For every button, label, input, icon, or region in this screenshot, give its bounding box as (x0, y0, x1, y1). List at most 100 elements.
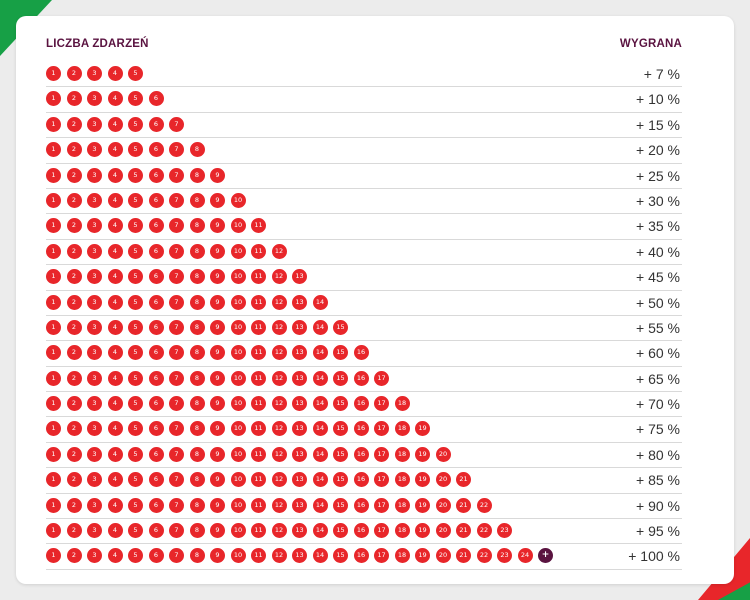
event-ball: 10 (230, 472, 246, 488)
event-ball: 6 (148, 319, 164, 335)
event-ball: 1 (46, 421, 61, 437)
event-ball: 16 (353, 396, 369, 412)
event-ball: 5 (128, 243, 143, 259)
event-ball: 5 (128, 396, 143, 412)
win-value: + 55 % (636, 319, 680, 336)
event-ball: 18 (394, 497, 410, 513)
event-ball: 4 (107, 91, 123, 107)
event-ball: 7 (169, 319, 184, 335)
event-ball: 6 (148, 167, 164, 183)
event-ball: 6 (148, 269, 164, 285)
event-ball: 3 (87, 497, 102, 513)
event-ball: 5 (128, 472, 143, 488)
win-value: + 75 % (636, 421, 680, 438)
event-ball: 3 (87, 370, 102, 386)
event-ball: 4 (107, 370, 123, 386)
event-ball: 14 (312, 548, 328, 564)
event-ball: 10 (230, 548, 246, 564)
event-ball: 6 (148, 548, 164, 564)
event-ball: 2 (66, 319, 82, 335)
event-ball: 10 (230, 523, 246, 539)
event-ball: 9 (210, 523, 225, 539)
win-value: + 65 % (636, 370, 680, 387)
event-ball: 7 (169, 345, 184, 361)
event-ball: 1 (46, 269, 61, 285)
event-ball: 3 (87, 396, 102, 412)
event-ball: 8 (189, 319, 205, 335)
event-ball: 17 (374, 548, 389, 564)
event-ball: 8 (189, 548, 205, 564)
event-ball: 6 (148, 472, 164, 488)
event-ball: 5 (128, 319, 143, 335)
event-ball: 8 (189, 243, 205, 259)
event-ball: 4 (107, 269, 123, 285)
event-ball: 4 (107, 294, 123, 310)
event-ball: 11 (251, 446, 266, 462)
event-ball: 5 (128, 548, 143, 564)
event-ball: 20 (435, 446, 451, 462)
table-row: 1 2 3 4 5 6 7 8 9 10 11 12 13 14 15 16 17 18 19 20 21 22 23 24 +… (46, 544, 682, 570)
event-ball: 13 (292, 294, 307, 310)
event-ball: 10 (230, 446, 246, 462)
event-ball: 16 (353, 345, 369, 361)
event-ball: 10 (230, 192, 246, 208)
event-ball: 2 (66, 421, 82, 437)
event-ball: 13 (292, 269, 307, 285)
event-ball: 9 (210, 446, 225, 462)
event-ball: 16 (353, 548, 369, 564)
event-ball: 6 (148, 243, 164, 259)
event-ball: 1 (46, 243, 61, 259)
event-ball: 7 (169, 497, 184, 513)
event-ball: 21 (456, 472, 471, 488)
event-ball: 3 (87, 523, 102, 539)
event-ball: 13 (292, 472, 307, 488)
event-balls: 1 2 3 4 5 6 7 8 9 10 11 12 13 14 15 16 17 18 19 20 21 (46, 472, 471, 488)
table-row: 1 2 3 4 5 6 7 8 9 10 11 12 13 14 15 16 17 18 19 + 75 % (46, 417, 682, 443)
event-ball: 1 (46, 66, 61, 81)
event-ball: 4 (107, 192, 123, 208)
event-ball: 19 (415, 548, 430, 564)
table-row: 1 2 3 4 5 6 7 8 9 10 11 12 13 14 15 16 17 18 19 20 21 22 23 + 9… (46, 519, 682, 545)
event-ball: 11 (251, 319, 266, 335)
event-ball: 5 (128, 269, 143, 285)
win-value: + 95 % (636, 523, 680, 540)
event-ball: 2 (66, 472, 82, 488)
event-ball: 19 (415, 472, 430, 488)
event-ball: 2 (66, 370, 82, 386)
event-ball: 4 (107, 472, 123, 488)
event-ball: 11 (251, 269, 266, 285)
event-ball: 6 (148, 218, 164, 234)
event-ball: 8 (189, 192, 205, 208)
event-ball: 11 (251, 243, 266, 259)
event-ball: 5 (128, 294, 143, 310)
event-ball: 16 (353, 523, 369, 539)
event-ball: 14 (312, 319, 328, 335)
event-balls: 1 2 3 4 5 6 7 8 9 10 11 12 13 14 15 (46, 319, 348, 335)
event-ball: 21 (456, 548, 471, 564)
event-ball: 14 (312, 421, 328, 437)
event-ball: 11 (251, 345, 266, 361)
event-ball: 13 (292, 396, 307, 412)
event-ball: 3 (87, 345, 102, 361)
event-ball: 15 (333, 446, 348, 462)
event-ball: 15 (333, 345, 348, 361)
event-ball: 6 (148, 91, 164, 107)
event-ball: 2 (66, 66, 82, 81)
event-ball: 2 (66, 446, 82, 462)
table-row: 1 2 3 4 5 6 7 8 9 10 11 12 13 14 15 16 17 18 + 70 % (46, 392, 682, 418)
event-ball: 17 (374, 421, 389, 437)
table-row: 1 2 3 4 5 6 7 8 9 10 11 12 13 14 15 16 17 + 65 % (46, 367, 682, 393)
event-balls: 1 2 3 4 5 6 7 8 9 10 11 12 13 14 15 16 17 18 19 (46, 421, 430, 437)
event-ball: 7 (169, 269, 184, 285)
event-ball: 20 (435, 523, 451, 539)
bonus-ball-icon: + (538, 548, 553, 564)
event-ball: 22 (476, 523, 492, 539)
table-row: 1 2 3 4 5 6 7 8 9 10 11 12 13 14 15 16 17 18 19 20 + 80 % (46, 443, 682, 469)
event-ball: 15 (333, 370, 348, 386)
win-value: + 30 % (636, 192, 680, 209)
event-ball: 9 (210, 243, 225, 259)
event-balls: 1 2 3 4 5 6 7 8 9 10 11 12 13 14 15 16 17 18 19 20 (46, 446, 451, 462)
event-ball: 7 (169, 446, 184, 462)
event-ball: 1 (46, 91, 61, 107)
